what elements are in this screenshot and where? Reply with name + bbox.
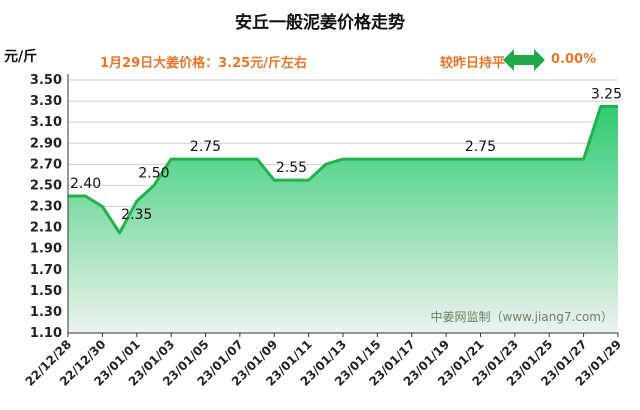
y-tick-label: 3.50	[30, 73, 62, 88]
change-label: 较昨日持平	[440, 56, 506, 71]
data-label: 2.50	[138, 165, 169, 181]
y-tick-label: 2.30	[30, 200, 62, 215]
data-label: 2.55	[276, 160, 307, 176]
y-tick-label: 2.70	[30, 157, 62, 172]
price-note: 1月29日大姜价格：3.25元/斤左右	[100, 56, 307, 71]
change-value: 0.00%	[551, 52, 597, 67]
data-label: 2.35	[121, 207, 152, 223]
watermark: 中姜网监制（www.jiang7.com）	[431, 309, 613, 324]
price-line	[68, 104, 618, 235]
chart-title: 安丘一般泥姜价格走势	[235, 13, 405, 33]
y-tick-label: 1.90	[30, 242, 62, 257]
double-arrow-icon	[503, 49, 545, 75]
data-label: 2.40	[70, 176, 101, 192]
y-tick-label: 2.90	[30, 136, 62, 151]
data-label: 2.75	[465, 139, 496, 155]
y-tick-label: 1.30	[30, 305, 62, 320]
y-axis-unit: 元/斤	[4, 49, 38, 65]
price-area	[68, 106, 618, 334]
y-tick-label: 1.50	[30, 284, 62, 299]
y-tick-label: 3.10	[30, 115, 62, 130]
y-tick-label: 3.30	[30, 94, 62, 109]
data-label: 3.25	[591, 86, 622, 102]
y-tick-label: 1.10	[30, 326, 62, 341]
y-tick-label: 2.50	[30, 178, 62, 193]
y-tick-label: 2.10	[30, 221, 62, 236]
data-label: 2.75	[190, 139, 221, 155]
y-tick-label: 1.70	[30, 263, 62, 278]
